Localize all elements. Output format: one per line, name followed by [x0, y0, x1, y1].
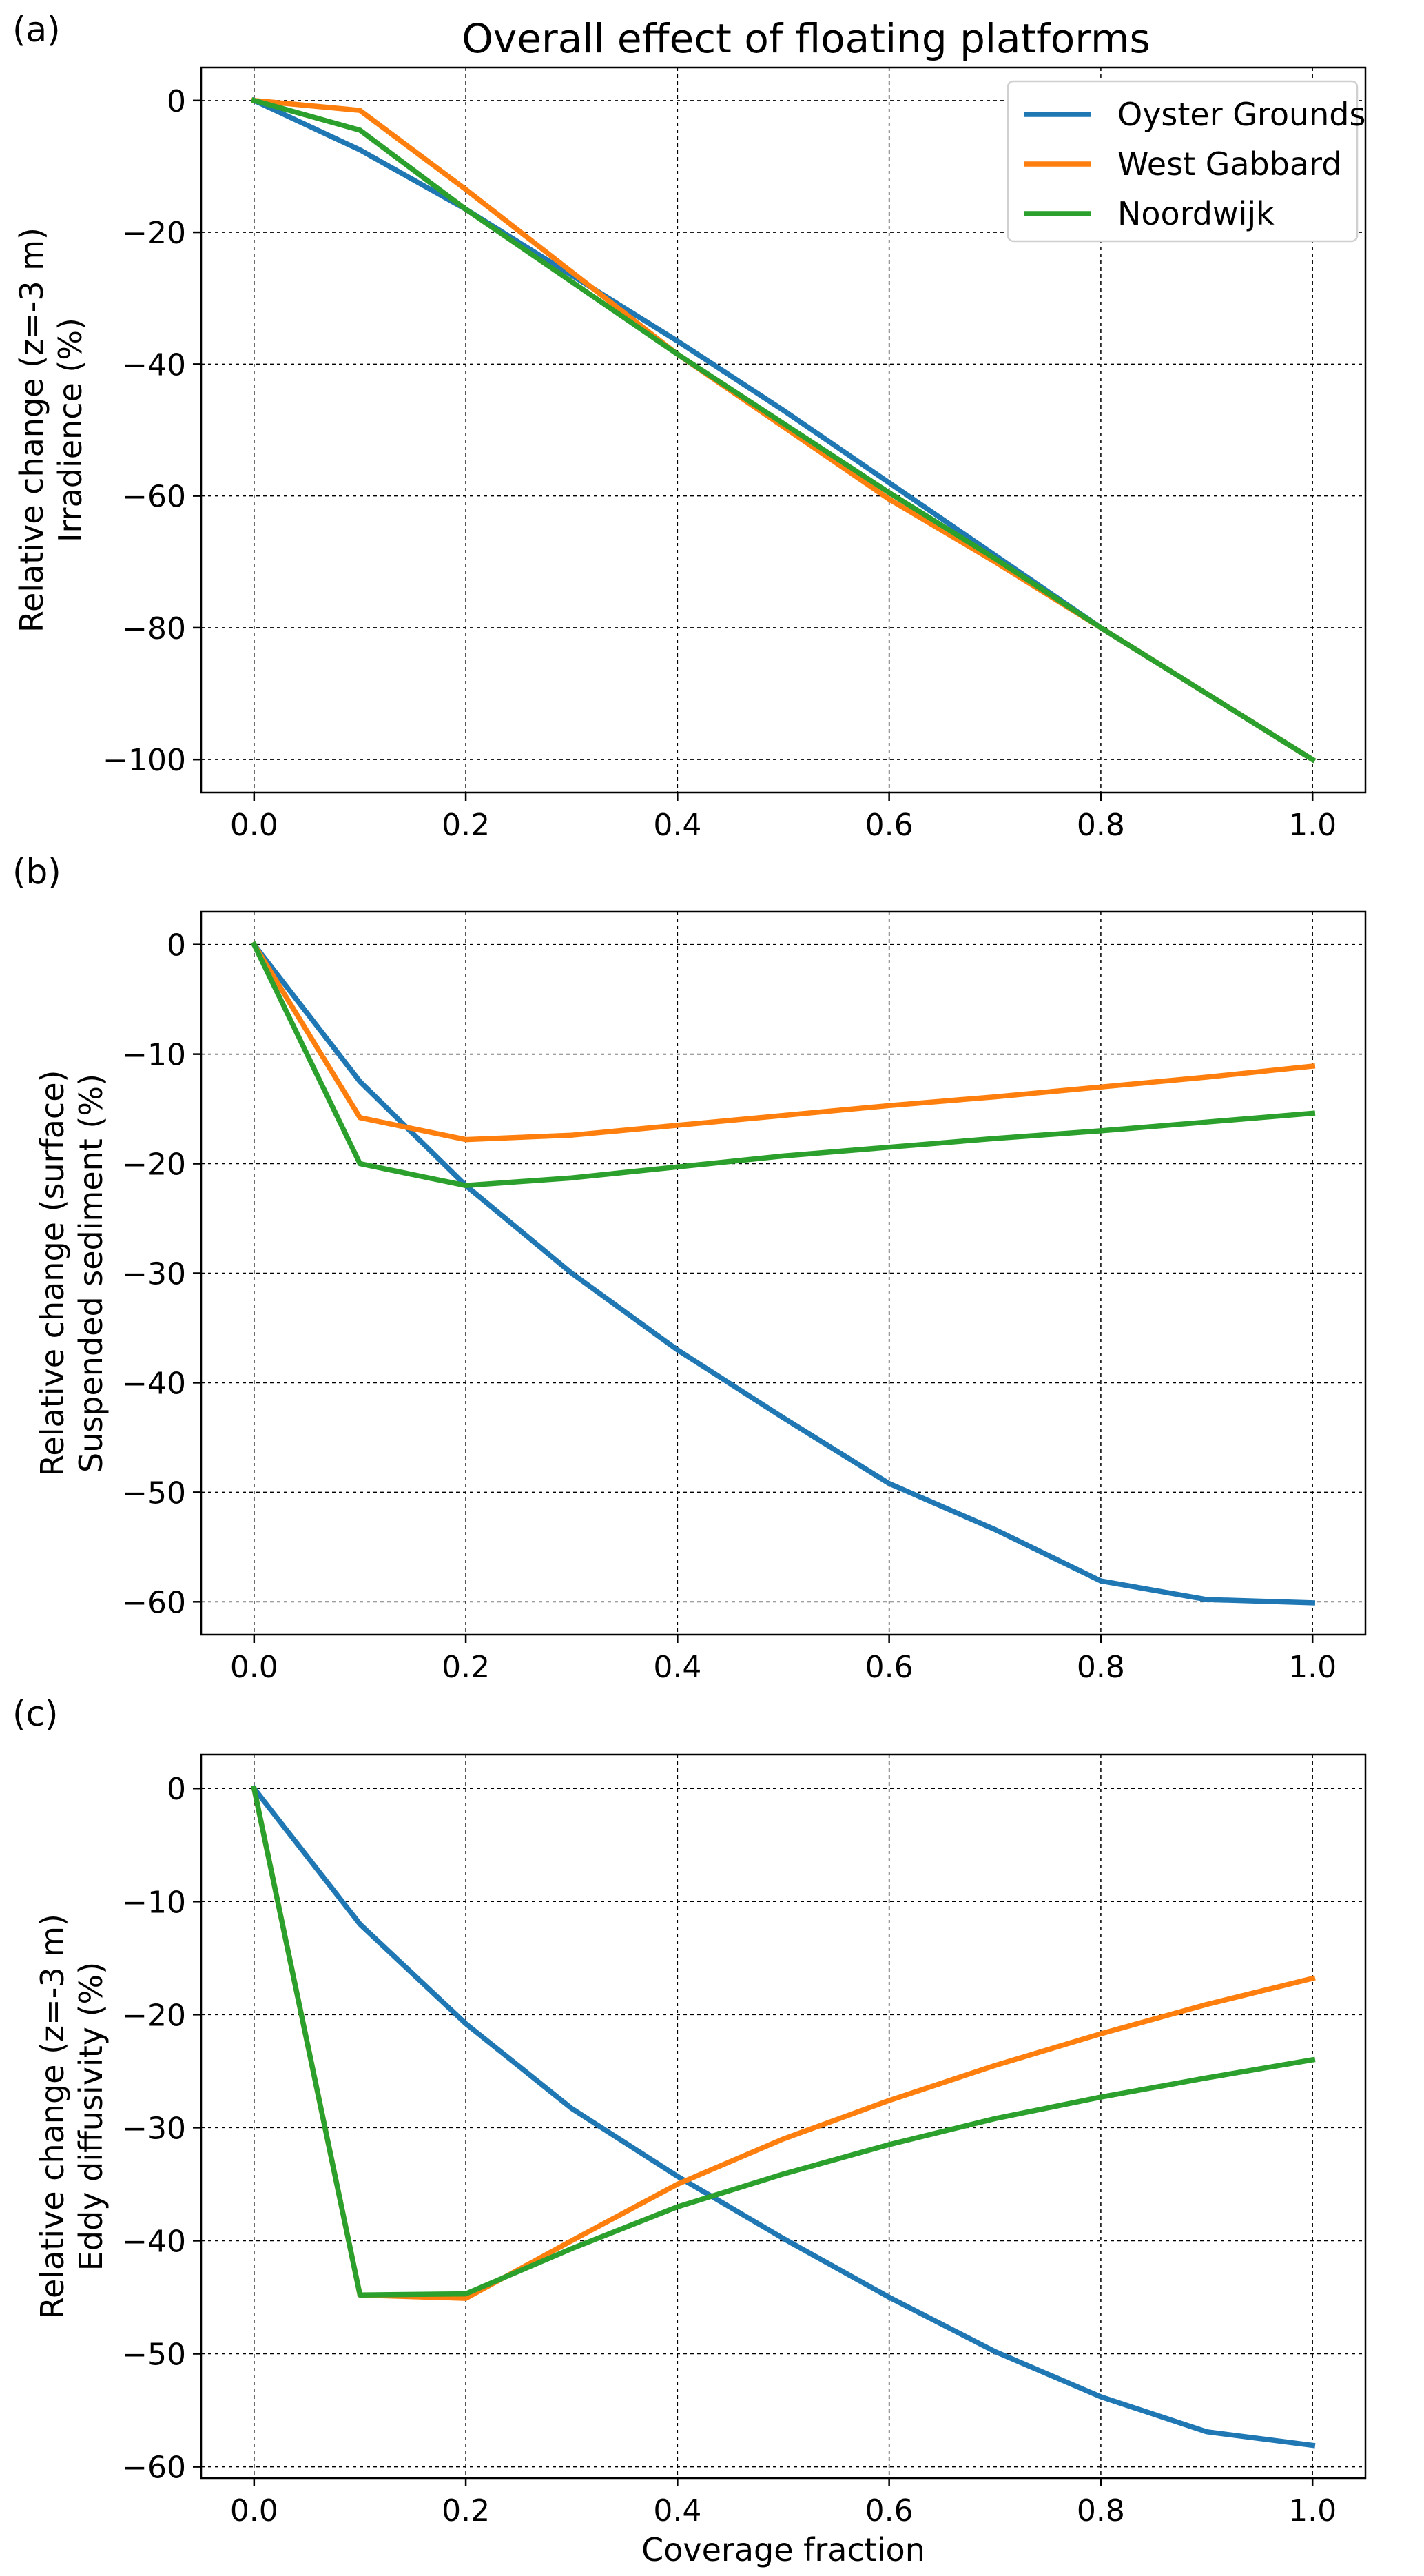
- y-axis-label-line: Suspended sediment (%): [72, 1074, 110, 1473]
- y-axis-label: Relative change (surface)Suspended sedim…: [34, 1070, 110, 1477]
- y-axis-label: Relative change (z=-3 m)Eddy diffusivity…: [34, 1914, 110, 2319]
- series-line-oyster-grounds: [250, 941, 1316, 1606]
- y-tick-label: −20: [122, 216, 186, 251]
- x-tick-label: 0.8: [1077, 808, 1125, 843]
- panel-3: (c) 0.0 0.2 0.4 0.6 0.8 1.0 0 −10 −20 −30 −40 −50 −60…: [12, 1694, 1367, 2568]
- legend-frame: [1007, 80, 1359, 243]
- x-tick-label: 0.4: [653, 808, 701, 843]
- y-tick-label: 0: [167, 1772, 186, 1807]
- x-tick-label: 0.6: [865, 808, 914, 843]
- y-tick-label: −20: [122, 1998, 186, 2033]
- y-tick-label: −30: [122, 1257, 186, 1292]
- series-line-west-gabbard: [250, 941, 1316, 1143]
- series-line-noordwijk: [251, 97, 1317, 764]
- x-tick-label: 0.2: [442, 808, 490, 843]
- y-axis-label-line: Relative change (z=-3 m): [13, 227, 50, 633]
- series-line-noordwijk: [250, 941, 1316, 1189]
- panel-2: (b) 0.0 0.2 0.4 0.6 0.8 1.0 0 −10 −20 −30 −40 −50 −60…: [12, 852, 1367, 1685]
- panel-label: (a): [12, 10, 61, 50]
- y-tick-label: −50: [122, 1475, 186, 1511]
- legend-item: Oyster Grounds: [1024, 96, 1365, 133]
- x-tick-label: 0.8: [1077, 1650, 1125, 1685]
- panel-1: (a) 0.0 0.2 0.4 0.6 0.8 1.0 0 −20 −40 −60 −80 −100 Re…: [12, 10, 1367, 843]
- x-tick-label: 0.0: [230, 2493, 278, 2528]
- y-tick-label: −50: [122, 2338, 186, 2373]
- series-line-noordwijk: [251, 1785, 1316, 2298]
- y-tick-label: −100: [103, 743, 186, 778]
- y-tick-label: −30: [122, 2111, 186, 2146]
- x-tick-label: 0.4: [653, 2493, 701, 2528]
- y-tick-label: −60: [122, 2451, 186, 2486]
- x-tick-label: 0.0: [230, 808, 278, 843]
- y-tick-label: −80: [122, 611, 186, 646]
- series-line-oyster-grounds: [250, 1784, 1316, 2449]
- x-axis-label: Coverage fraction: [641, 2531, 925, 2568]
- x-tick-label: 0.2: [442, 1650, 490, 1685]
- legend-item: Noordwijk: [1024, 195, 1275, 232]
- y-axis-label-line: Irradience (%): [52, 318, 89, 542]
- plot-frame: [200, 66, 1367, 794]
- x-tick-label: 1.0: [1288, 808, 1337, 843]
- x-tick-label: 0.8: [1077, 2493, 1125, 2528]
- legend-item: West Gabbard: [1024, 145, 1341, 183]
- legend-label: Oyster Grounds: [1117, 96, 1365, 133]
- y-axis-label-line: Relative change (z=-3 m): [34, 1914, 71, 2319]
- y-axis-label-line: Relative change (surface): [34, 1070, 71, 1477]
- legend: Oyster Grounds West Gabbard Noordwijk: [1007, 80, 1365, 243]
- x-tick-label: 0.2: [442, 2493, 490, 2528]
- legend-label: West Gabbard: [1117, 145, 1341, 183]
- y-tick-label: 0: [167, 928, 186, 963]
- x-tick-label: 0.6: [865, 2493, 914, 2528]
- x-tick-label: 1.0: [1288, 2493, 1337, 2528]
- x-tick-label: 0.0: [230, 1650, 278, 1685]
- y-tick-label: −40: [122, 2224, 186, 2259]
- figure-title: Overall effect of floating platforms: [462, 15, 1150, 62]
- y-tick-label: 0: [167, 84, 186, 119]
- y-tick-label: −20: [122, 1147, 186, 1183]
- panel-label: (c): [12, 1694, 59, 1734]
- plot-frame: [200, 1753, 1367, 2480]
- series-line-west-gabbard: [251, 1785, 1316, 2301]
- y-tick-label: −40: [122, 1366, 186, 1401]
- x-tick-label: 0.6: [865, 1650, 914, 1685]
- y-tick-label: −60: [122, 480, 186, 515]
- x-tick-label: 0.4: [653, 1650, 701, 1685]
- y-axis-label: Relative change (z=-3 m)Irradience (%): [13, 227, 89, 633]
- y-tick-label: −10: [122, 1885, 186, 1920]
- y-tick-label: −40: [122, 347, 186, 382]
- panel-label: (b): [12, 852, 61, 892]
- legend-label: Noordwijk: [1117, 195, 1275, 232]
- y-axis-label-line: Eddy diffusivity (%): [72, 1962, 110, 2271]
- x-tick-label: 1.0: [1288, 1650, 1337, 1685]
- y-tick-label: −10: [122, 1038, 186, 1073]
- y-tick-label: −60: [122, 1585, 186, 1620]
